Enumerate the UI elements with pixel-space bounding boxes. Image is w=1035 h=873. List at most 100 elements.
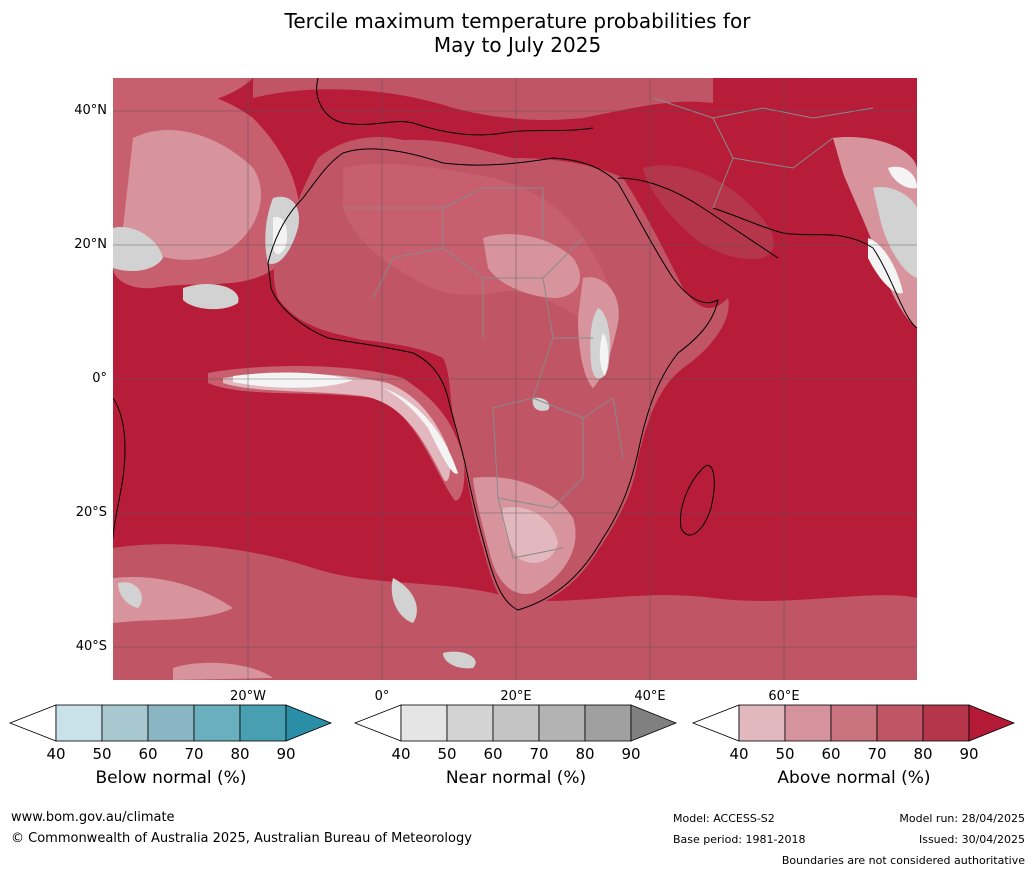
- africa-coastline: [267, 148, 719, 611]
- colorbar-below-seg-3: [147, 704, 195, 742]
- colorbar-above-tick: 40: [729, 745, 749, 763]
- footer-copyright: © Commonwealth of Australia 2025, Austra…: [11, 831, 472, 846]
- lon-label-40e: 40°E: [634, 689, 666, 704]
- colorbar-below-tick: 80: [230, 745, 250, 763]
- colorbar-above-seg-5: [922, 704, 970, 742]
- middle-east-borders: [652, 97, 874, 209]
- india-near: [873, 187, 917, 278]
- colorbar-near-tick: 70: [529, 745, 549, 763]
- coastlines: [113, 78, 917, 611]
- southern-ocean-near: [391, 578, 417, 623]
- colorbar-above-seg-1: [738, 704, 786, 742]
- equatorial-atlantic-white: [233, 372, 353, 388]
- lat-label-20s: 20°S: [75, 505, 107, 520]
- lon-label-60e: 60°E: [768, 689, 800, 704]
- equatorial-atlantic-band-2: [223, 373, 451, 482]
- india-white-2: [868, 238, 903, 294]
- colorbar-near-low-arrow: [353, 704, 402, 742]
- colorbar-above-high-arrow: [968, 704, 1016, 742]
- footer-model-run: Model run: 28/04/2025: [899, 812, 1025, 825]
- arabia-coastline: [712, 207, 917, 329]
- colorbar-below-tick: 70: [184, 745, 204, 763]
- colorbar-above-svg: [691, 704, 1016, 742]
- sahel-zone: [483, 234, 581, 298]
- colorbar-above: [691, 704, 1016, 742]
- colorbar-below-high-arrow: [285, 704, 333, 742]
- colorbar-below-seg-1: [55, 704, 103, 742]
- southern-ocean-zone-2: [113, 577, 233, 623]
- southern-ocean-zone: [113, 544, 917, 680]
- colorbar-below: [8, 704, 333, 742]
- central-africa-near: [532, 397, 550, 411]
- colorbar-below-seg-5: [239, 704, 287, 742]
- colorbar-below-seg-2: [101, 704, 149, 742]
- colorbar-below-label: Below normal (%): [95, 768, 247, 788]
- country-borders: [343, 97, 874, 559]
- india-white: [888, 166, 917, 189]
- colorbar-above-tick: 70: [867, 745, 887, 763]
- colorbar-near-tick: 50: [437, 745, 457, 763]
- colorbar-near-seg-1: [400, 704, 448, 742]
- southern-ocean-near-2: [118, 582, 142, 608]
- colorbar-near-seg-5: [584, 704, 632, 742]
- colorbar-above-seg-4: [876, 704, 924, 742]
- colorbar-near-seg-4: [538, 704, 586, 742]
- atlantic-north-zone-2: [123, 129, 262, 260]
- colorbar-below-tick: 50: [92, 745, 112, 763]
- colorbar-above-seg-2: [784, 704, 832, 742]
- colorbar-near-tick: 60: [483, 745, 503, 763]
- lat-label-20n: 20°N: [74, 237, 107, 252]
- title-line-1: Tercile maximum temperature probabilitie…: [284, 9, 751, 33]
- colorbar-below-svg: [8, 704, 333, 742]
- lon-label-20w: 20°W: [230, 689, 266, 704]
- colorbar-below-tick: 90: [276, 745, 296, 763]
- lat-label-40s: 40°S: [75, 639, 107, 654]
- colorbar-near-label: Near normal (%): [445, 768, 587, 788]
- footer-issued: Issued: 30/04/2025: [918, 833, 1025, 846]
- colorbar-below-seg-4: [193, 704, 241, 742]
- colorbar-below-low-arrow: [8, 704, 57, 742]
- africa-borders: [343, 187, 624, 559]
- graticule: [113, 78, 917, 680]
- colorbar-near-tick: 80: [575, 745, 595, 763]
- lon-label-0: 0°: [374, 689, 390, 704]
- benguela-white: [383, 388, 458, 474]
- colorbar-below-tick: 40: [46, 745, 66, 763]
- colorbar-near-tick: 90: [621, 745, 641, 763]
- colorbar-above-tick: 90: [959, 745, 979, 763]
- chart-title: Tercile maximum temperature probabilitie…: [0, 9, 1035, 57]
- colorbar-above-seg-3: [830, 704, 878, 742]
- east-africa-white: [599, 333, 609, 376]
- north-atlantic-zone: [113, 78, 253, 114]
- colorbar-above-tick: 60: [821, 745, 841, 763]
- colorbar-near: [353, 704, 678, 742]
- atlantic-near-zone: [113, 227, 163, 271]
- lat-label-40n: 40°N: [74, 103, 107, 118]
- southern-africa-zone-2: [502, 507, 558, 563]
- europe-zone: [253, 78, 713, 120]
- atlantic-near-zone-2: [183, 283, 239, 310]
- title-line-2: May to July 2025: [433, 33, 602, 57]
- map-svg: [113, 78, 917, 680]
- colorbar-above-low-arrow: [691, 704, 740, 742]
- lon-label-20e: 20°E: [500, 689, 532, 704]
- lat-label-0: 0°: [92, 371, 107, 386]
- footer-model: Model: ACCESS-S2: [673, 812, 775, 825]
- colorbar-near-svg: [353, 704, 678, 742]
- colorbar-near-seg-2: [446, 704, 494, 742]
- southern-ocean-near-3: [443, 651, 476, 669]
- footer-boundaries: Boundaries are not considered authoritat…: [781, 854, 1025, 867]
- colorbar-above-label: Above normal (%): [777, 768, 931, 788]
- colorbar-near-high-arrow: [630, 704, 678, 742]
- colorbar-near-seg-3: [492, 704, 540, 742]
- south-america-coastline: [113, 397, 126, 539]
- madagascar-coastline: [679, 465, 715, 536]
- footer-url[interactable]: www.bom.gov.au/climate: [11, 810, 175, 825]
- colorbar-above-tick: 50: [775, 745, 795, 763]
- red-sea-coastline: [617, 177, 779, 259]
- mediterranean-coastline: [316, 78, 594, 136]
- colorbar-below-tick: 60: [138, 745, 158, 763]
- footer-base-period: Base period: 1981-2018: [673, 833, 806, 846]
- probability-map: [113, 78, 917, 680]
- colorbar-near-tick: 40: [391, 745, 411, 763]
